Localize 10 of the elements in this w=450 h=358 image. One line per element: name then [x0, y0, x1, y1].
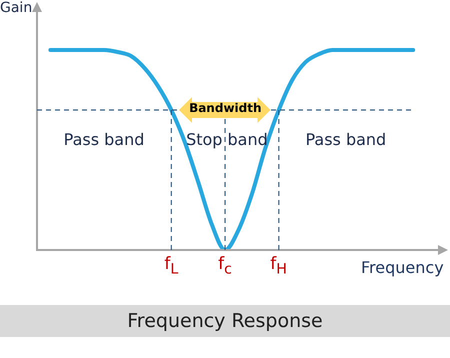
- annotation: Pass band: [64, 130, 144, 149]
- y-axis-title: Gain: [0, 0, 32, 16]
- annotation: Stop band: [186, 130, 268, 149]
- x-tick-label: f$_{H}$: [270, 254, 287, 278]
- x-tick-label: f$_{c}$: [218, 254, 232, 278]
- text: Frequency Response: [0, 305, 450, 337]
- x-tick-label: f$_{L}$: [164, 254, 178, 278]
- annotation: Pass band: [305, 130, 386, 149]
- annotation: Bandwidth: [189, 101, 262, 115]
- x-axis-title: Frequency: [361, 258, 444, 277]
